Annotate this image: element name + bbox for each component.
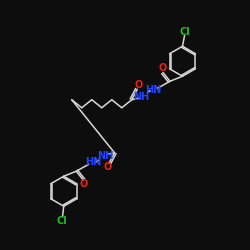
Text: Cl: Cl <box>180 27 190 37</box>
Text: O: O <box>80 179 88 189</box>
Text: O: O <box>134 80 142 90</box>
Text: Cl: Cl <box>56 216 68 226</box>
Text: HN: HN <box>145 85 161 95</box>
Text: NH: NH <box>97 151 113 161</box>
Text: O: O <box>104 162 112 172</box>
Text: O: O <box>158 63 166 73</box>
Text: NH: NH <box>133 92 149 102</box>
Text: HN: HN <box>85 157 102 167</box>
